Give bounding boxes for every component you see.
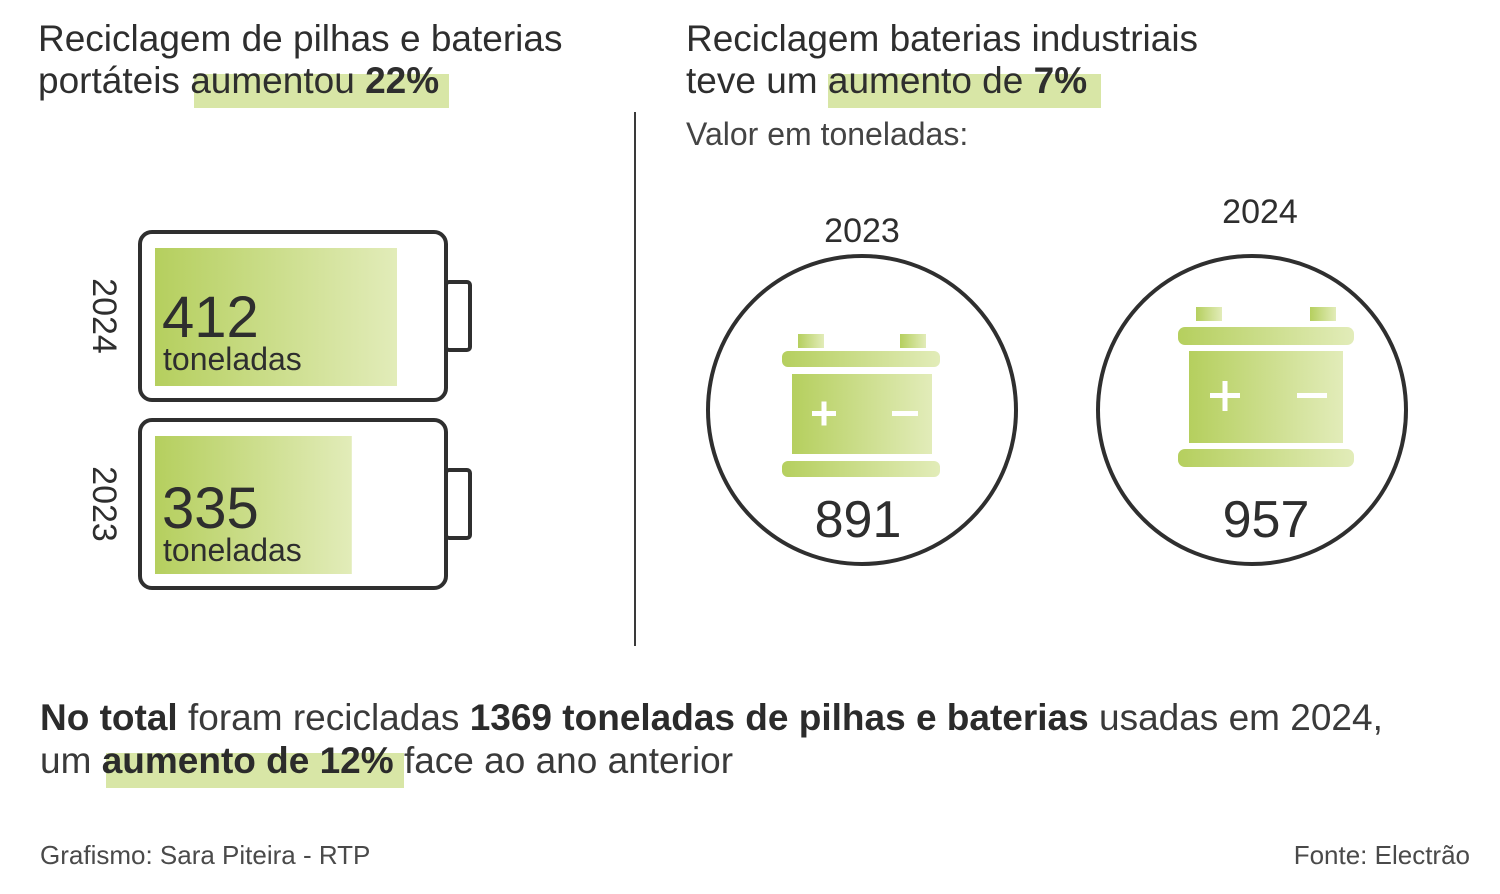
source-text: Fonte: Electrão bbox=[1293, 840, 1470, 870]
battery-unit-label: toneladas bbox=[163, 341, 302, 377]
total-line1: No total foram recicladas 1369 toneladas… bbox=[40, 696, 1383, 739]
right-headline-line1: Reciclagem baterias industriais bbox=[686, 18, 1199, 59]
battery-year-label: 2024 bbox=[85, 278, 123, 354]
right-headline-line2: teve um aumento de 7% bbox=[686, 60, 1198, 108]
portable-batteries-chart bbox=[138, 230, 472, 590]
total-text: foram recicladas bbox=[177, 697, 470, 738]
battery-fill-bar bbox=[155, 436, 352, 574]
left-headline-highlight: aumentou 22% bbox=[190, 60, 450, 108]
total-bold: No total bbox=[40, 697, 178, 738]
total-text: face ao ano anterior bbox=[393, 740, 734, 781]
right-subtitle: Valor em toneladas: bbox=[686, 116, 969, 152]
battery-value-label: 335 bbox=[162, 476, 259, 541]
circle-value-label: 957 bbox=[1222, 491, 1310, 549]
total-highlight-text: aumento de 12% bbox=[101, 740, 394, 781]
right-headline-highlight: aumento de 7% bbox=[827, 60, 1102, 108]
battery-terminal bbox=[444, 280, 472, 352]
total-summary: No total foram recicladas 1369 toneladas… bbox=[40, 696, 1383, 788]
left-headline-percent: 22% bbox=[365, 60, 440, 101]
battery-year-label: 2023 bbox=[85, 466, 123, 542]
total-bold-quantity: 1369 toneladas de pilhas e baterias bbox=[469, 697, 1089, 738]
left-headline-highlight-text: aumentou bbox=[190, 60, 366, 101]
circle-value-label: 891 bbox=[814, 491, 902, 549]
right-headline-percent: 7% bbox=[1033, 60, 1088, 101]
circle-year-label: 2024 bbox=[1222, 193, 1298, 231]
credit-text: Grafismo: Sara Piteira - RTP bbox=[40, 840, 371, 870]
car-battery-icon bbox=[1178, 307, 1354, 467]
right-headline-highlight-text: aumento de bbox=[827, 60, 1034, 101]
total-text: usadas em 2024, bbox=[1088, 697, 1383, 738]
circle-outline bbox=[1096, 254, 1408, 566]
industrial-batteries-chart bbox=[706, 254, 1408, 566]
right-headline: Reciclagem baterias industriais teve um … bbox=[686, 18, 1199, 108]
total-highlight: aumento de 12% bbox=[101, 739, 404, 788]
total-text: um bbox=[40, 740, 102, 781]
left-headline: Reciclagem de pilhas e baterias portátei… bbox=[38, 18, 563, 108]
battery-value-label: 412 bbox=[162, 285, 259, 350]
left-headline-pre: portáteis bbox=[38, 60, 191, 101]
left-headline-line2: portáteis aumentou 22% bbox=[38, 60, 562, 108]
battery-bars-group bbox=[138, 230, 472, 590]
battery-unit-label: toneladas bbox=[163, 532, 302, 568]
circle-year-label: 2023 bbox=[824, 212, 900, 250]
battery-fill-bar bbox=[155, 248, 397, 386]
column-divider bbox=[634, 112, 636, 646]
right-headline-pre: teve um bbox=[686, 60, 828, 101]
circle-2024 bbox=[1096, 254, 1408, 566]
circle-2023 bbox=[706, 254, 1018, 566]
left-headline-line1: Reciclagem de pilhas e baterias bbox=[38, 18, 563, 59]
circle-outline bbox=[706, 254, 1018, 566]
total-line2: um aumento de 12% face ao ano anterior bbox=[40, 739, 1383, 788]
battery-terminal bbox=[444, 468, 472, 540]
car-battery-icon bbox=[782, 334, 940, 477]
